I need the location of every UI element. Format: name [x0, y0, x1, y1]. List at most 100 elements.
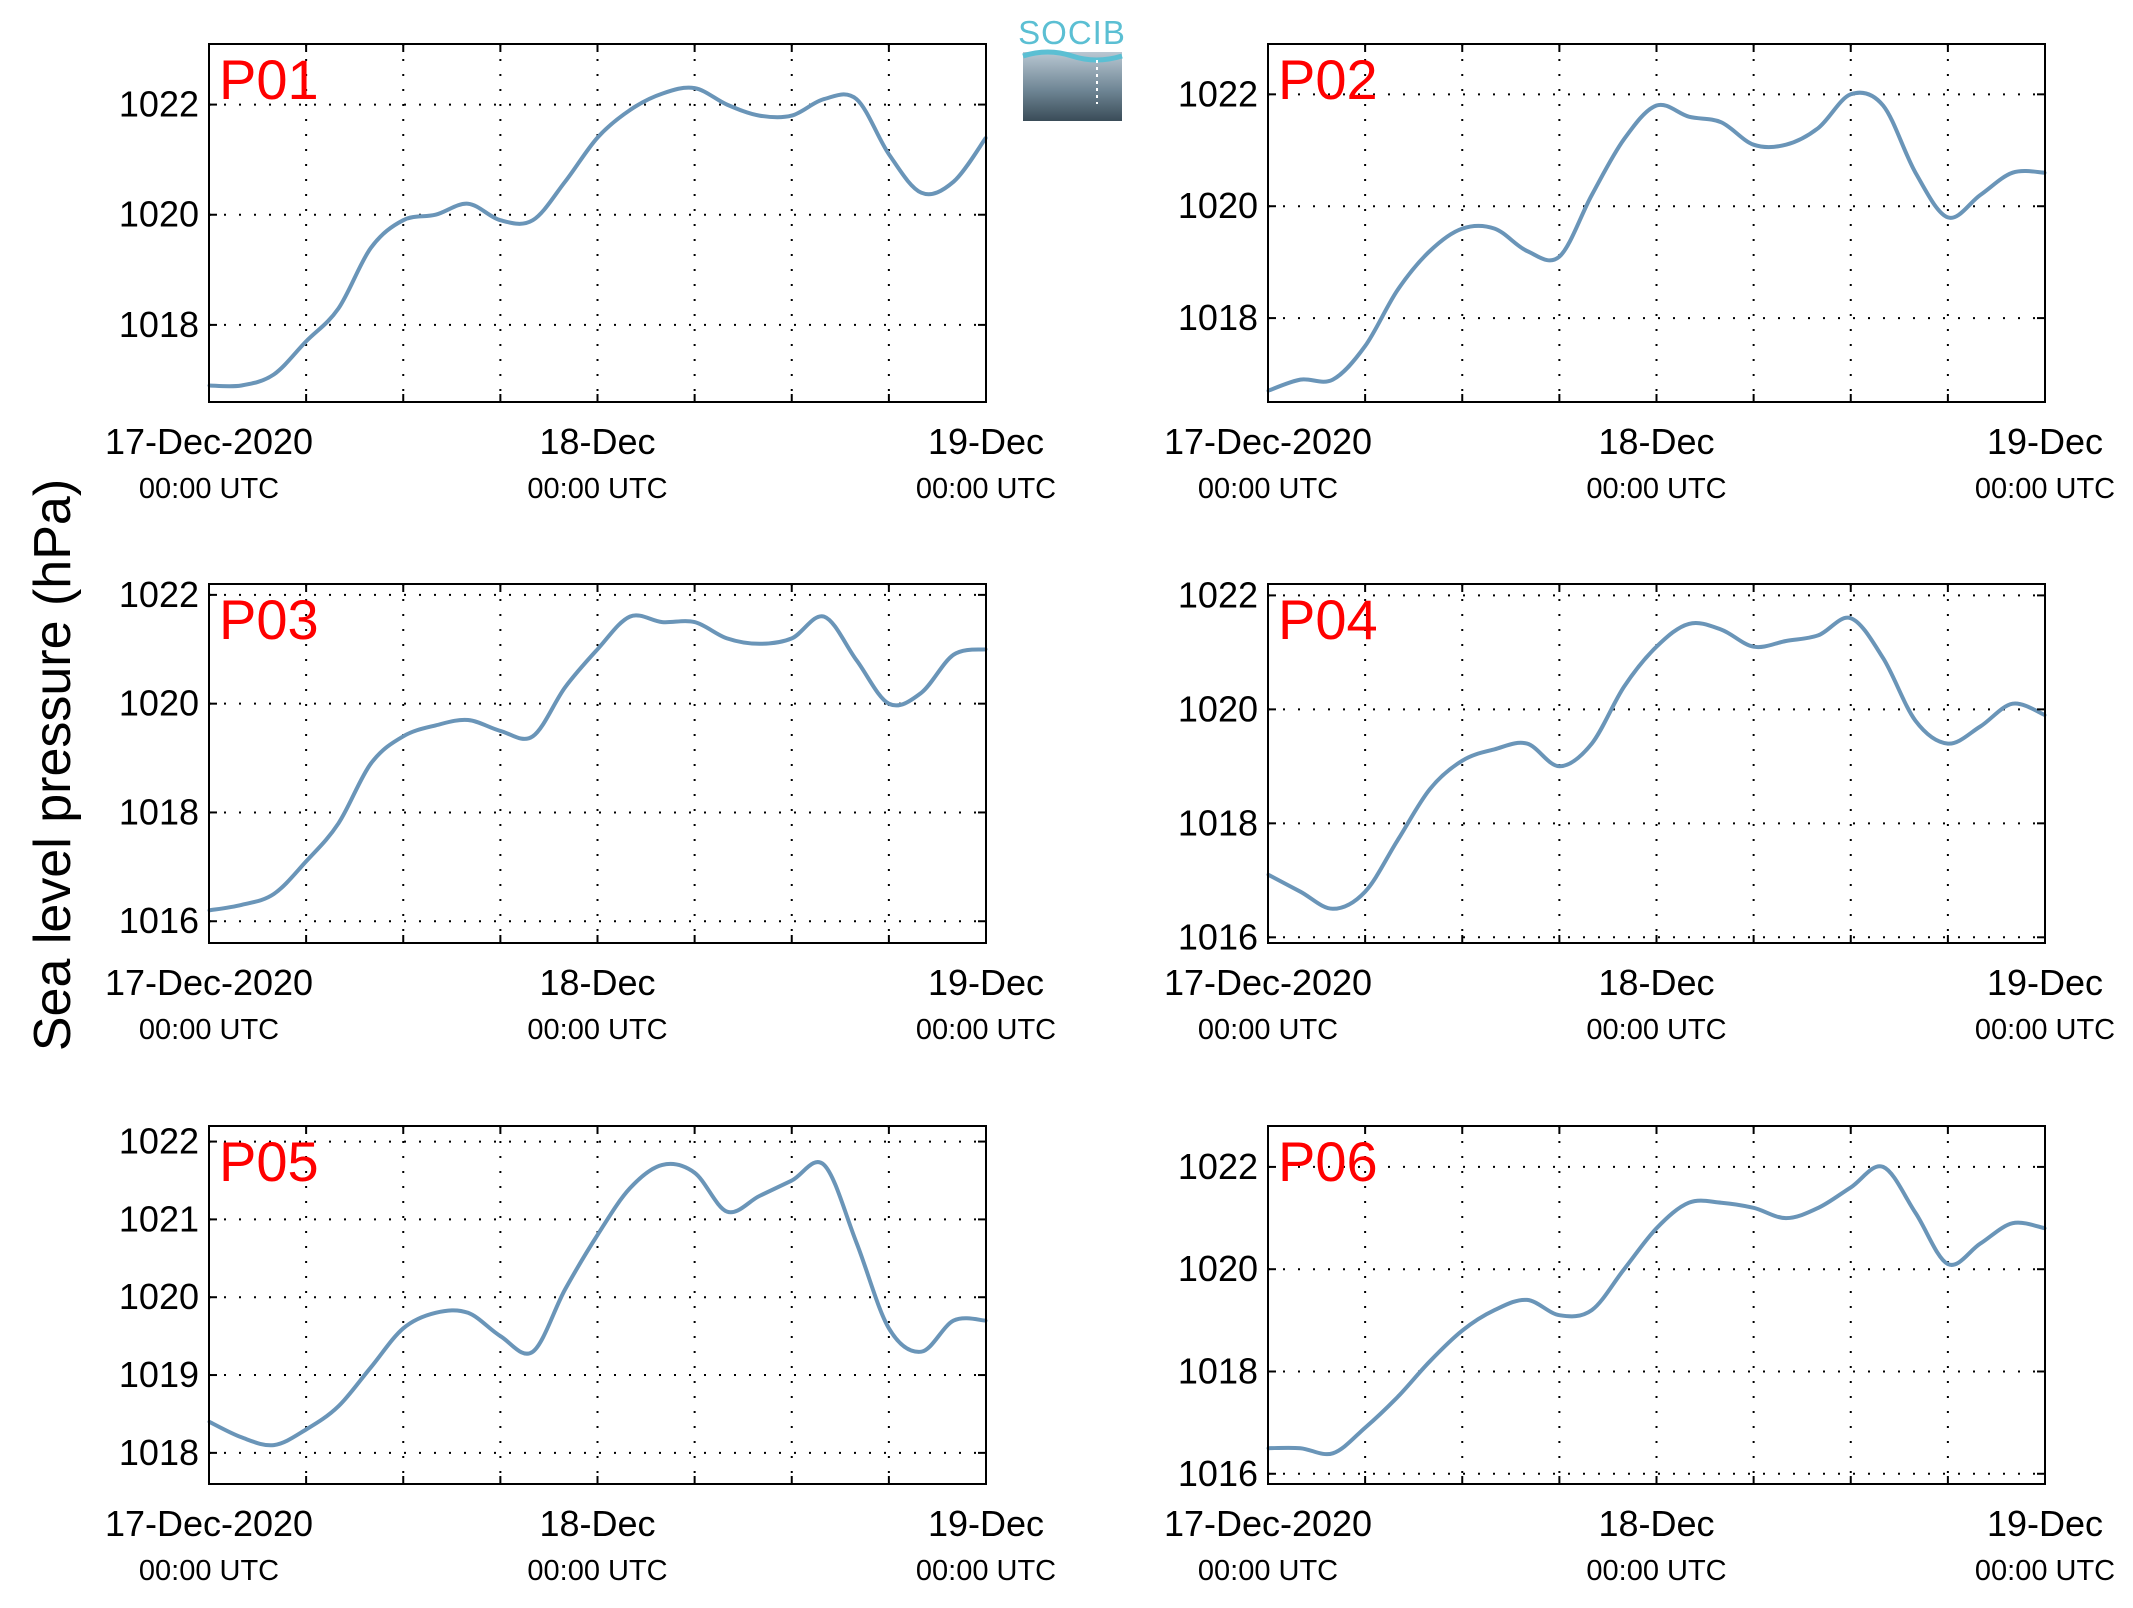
chart-6-xtick-time-label: 00:00 UTC	[1198, 1555, 1338, 1587]
chart-4-data-point	[1978, 725, 1982, 728]
chart-4-data-point	[1914, 719, 1917, 723]
chart-2-data-point	[1752, 143, 1756, 147]
chart-3-ytick-label: 1020	[119, 683, 199, 724]
chart-2-xtick-date-label: 18-Dec	[1598, 421, 1714, 462]
chart-2-xtick-time-label: 00:00 UTC	[1586, 473, 1726, 505]
panel-p05: 1018 1019 1020 1021 1022 17-Dec-2020 00:00 UTC…	[105, 1121, 1056, 1587]
chart-6-data-point	[1525, 1298, 1529, 1302]
chart-2-data-point	[2011, 171, 2015, 175]
chart-4-ytick-label: 1016	[1178, 916, 1258, 957]
chart-3-data-point	[822, 615, 826, 619]
chart-3-data-point	[498, 729, 502, 733]
chart-2-data-point	[1849, 92, 1853, 96]
panel-p01: 1018 1020 1022 17-Dec-2020 00:00 UTC 18-Dec 00…	[105, 43, 1056, 505]
chart-2-xtick-date-label: 19-Dec	[1987, 421, 2103, 462]
chart-1-data-point	[952, 180, 956, 184]
chart-2-data-point	[1493, 227, 1497, 231]
chart-5-data-point	[855, 1241, 858, 1245]
chart-5-data-point	[401, 1326, 405, 1330]
chart-1-data-point	[434, 213, 438, 217]
chart-6-data-point	[1816, 1206, 1820, 1210]
chart-2-xtick-date-label: 17-Dec-2020	[1164, 421, 1372, 462]
chart-1-data-point	[693, 86, 697, 90]
chart-5-data-point	[337, 1404, 340, 1408]
chart-5-ytick-label: 1018	[119, 1432, 199, 1473]
chart-4-data-point	[1655, 645, 1658, 649]
chart-3-data-point	[919, 691, 923, 695]
chart-1-xtick-date-label: 19-Dec	[928, 421, 1044, 462]
chart-6-data-point	[1493, 1308, 1497, 1312]
chart-5-data-point	[369, 1365, 373, 1369]
chart-2-data-point	[1816, 126, 1820, 130]
chart-5-data-point	[272, 1443, 276, 1447]
panel-p02: 1018 1020 1022 17-Dec-2020 00:00 UTC 18-Dec 00…	[1164, 43, 2115, 505]
chart-1-data-point	[369, 246, 373, 250]
chart-6-data-point	[1331, 1451, 1335, 1455]
chart-5-data-point	[919, 1350, 923, 1354]
chart-3-data-point	[790, 636, 794, 640]
chart-1-data-point	[855, 97, 858, 101]
chart-5-data-point	[304, 1428, 308, 1431]
chart-2-ytick-label: 1018	[1178, 297, 1258, 338]
chart-3-data-point	[272, 892, 276, 896]
chart-5-ytick-label: 1020	[119, 1276, 199, 1317]
chart-1-data-point	[272, 373, 276, 376]
chart-4-data-point	[1298, 890, 1302, 894]
chart-6-ytick-label: 1020	[1178, 1248, 1258, 1289]
chart-2-ytick-label: 1022	[1178, 73, 1258, 114]
chart-5-data-point	[498, 1334, 502, 1338]
chart-3-xtick-time-label: 00:00 UTC	[139, 1014, 279, 1046]
chart-5-data-point	[660, 1163, 664, 1167]
chart-5-data-point	[239, 1435, 243, 1439]
chart-3-ytick-label: 1016	[119, 900, 199, 941]
chart-4-title: P04	[1278, 588, 1378, 651]
chart-1-data-point	[531, 218, 535, 222]
chart-4-data-point	[1557, 764, 1561, 768]
chart-5-data-point	[725, 1210, 729, 1214]
chart-5-data-point	[822, 1163, 826, 1167]
chart-3-data-point	[531, 734, 535, 738]
chart-3-data-point	[434, 723, 438, 727]
chart-1-xtick-date-label: 18-Dec	[539, 421, 655, 462]
logo-block	[1023, 52, 1122, 121]
chart-3-data-point	[855, 658, 858, 662]
chart-4-xtick-date-label: 18-Dec	[1598, 962, 1714, 1003]
chart-2-data-point	[1298, 378, 1302, 382]
chart-6-data-point	[1946, 1262, 1950, 1266]
chart-2-data-point	[1331, 378, 1335, 382]
chart-2-data-point	[1428, 249, 1432, 253]
chart-4-data-point	[1460, 759, 1464, 763]
chart-3-data-point	[757, 642, 761, 646]
chart-2-data-point	[1881, 104, 1885, 107]
chart-1-data-point	[498, 218, 502, 222]
chart-4-ytick-label: 1018	[1178, 802, 1258, 843]
chart-6-data-point	[1655, 1226, 1658, 1230]
chart-1-data-point	[757, 114, 761, 118]
chart-1-xtick-time-label: 00:00 UTC	[139, 473, 279, 505]
chart-4-xtick-time-label: 00:00 UTC	[1198, 1014, 1338, 1046]
chart-3-data-point	[725, 636, 729, 640]
chart-6-data-point	[1978, 1242, 1982, 1246]
chart-3-data-point	[337, 821, 340, 825]
chart-4-data-point	[1849, 616, 1853, 620]
chart-2-xtick-time-label: 00:00 UTC	[1198, 473, 1338, 505]
chart-3-data-point	[596, 647, 599, 651]
chart-6-data-point	[1298, 1446, 1302, 1450]
chart-4-data-point	[1719, 628, 1723, 632]
chart-6-data-point	[1881, 1165, 1885, 1169]
chart-1-data-point	[563, 180, 567, 184]
chart-3-data-point	[563, 685, 567, 689]
chart-3-data-point	[466, 718, 470, 722]
chart-6-ytick-label: 1022	[1178, 1146, 1258, 1187]
chart-5-data-point	[563, 1287, 567, 1291]
panel-p04: 1016 1018 1020 1022 17-Dec-2020 00:00 UTC 18-D…	[1164, 574, 2115, 1046]
panel-p06: 1016 1018 1020 1022 17-Dec-2020 00:00 UTC 18-D…	[1164, 1125, 2115, 1587]
chart-5-data-point	[434, 1311, 438, 1315]
chart-5-data-point	[757, 1194, 761, 1198]
chart-4-data-point	[1816, 633, 1820, 637]
chart-5-xtick-date-label: 18-Dec	[539, 1503, 655, 1544]
chart-6-data-point	[1460, 1329, 1464, 1333]
chart-2-ytick-label: 1020	[1178, 185, 1258, 226]
chart-3-xtick-time-label: 00:00 UTC	[916, 1014, 1056, 1046]
chart-4-data-point	[1784, 639, 1788, 643]
